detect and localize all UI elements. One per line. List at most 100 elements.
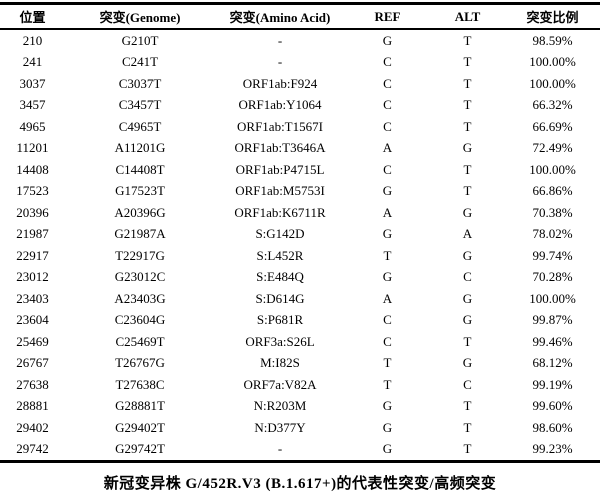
table-cell: T (463, 183, 472, 199)
table-cell: 70.38% (532, 204, 573, 220)
table-cell: 11201 (16, 140, 49, 156)
table-cell: 70.28% (532, 269, 573, 285)
table-cell: G (382, 226, 393, 242)
table-cell: C (383, 54, 392, 70)
table-cell: S:G142D (255, 226, 305, 242)
table-cell: 99.23% (532, 441, 573, 457)
header-mutation-genome: 突变(Genome) (65, 3, 215, 30)
table-cell: T (463, 161, 472, 177)
table-cell: 29742 (16, 441, 49, 457)
table-cell: G (462, 140, 473, 156)
table-cell: 98.59% (532, 32, 573, 48)
table-cell: G (462, 290, 473, 306)
table-cell: ORF7a:V82A (243, 376, 317, 392)
table-cell: 21987 (16, 226, 49, 242)
table-cell: ORF1ab:T1567I (237, 118, 323, 134)
table-cell: 17523 (16, 183, 49, 199)
table-cell: ORF1ab:P4715L (235, 161, 325, 177)
table-row: 26767 T26767G M:I82S T G 68.12% (0, 353, 600, 375)
table-cell: T (383, 247, 392, 263)
table-cell: T (463, 54, 472, 70)
table-cell: T26767G (115, 355, 165, 371)
table-row: 21987 G21987A S:G142D G A 78.02% (0, 224, 600, 246)
table-cell: 27638 (16, 376, 49, 392)
table-cell: G (462, 355, 473, 371)
table-cell: G (382, 441, 393, 457)
table-cell: T22917G (115, 247, 165, 263)
table-cell: ORF3a:S26L (245, 333, 315, 349)
table-cell: 99.46% (532, 333, 573, 349)
table-cell: S:E484Q (256, 269, 304, 285)
table-cell: C4965T (118, 118, 162, 134)
table-cell: 3037 (19, 75, 46, 91)
table-cell: 20396 (16, 204, 49, 220)
table-cell: G29402T (115, 419, 165, 435)
table-cell: 25469 (16, 333, 49, 349)
table-cell: A (382, 290, 393, 306)
table-cell: C241T (121, 54, 159, 70)
table-row: 23604 C23604G S:P681R C G 99.87% (0, 310, 600, 332)
table-cell: T (463, 398, 472, 414)
table-cell: 100.00% (529, 290, 576, 306)
table-cell: G (382, 183, 393, 199)
table-body: 210 G210T - G T 98.59% 241 C241T - C T 100.00% 3037 C… (0, 29, 600, 462)
table-cell: - (277, 441, 283, 457)
table-cell: 99.74% (532, 247, 573, 263)
table-cell: C (383, 118, 392, 134)
table-row: 17523 G17523T ORF1ab:M5753I G T 66.86% (0, 181, 600, 203)
table-cell: T (463, 333, 472, 349)
table-cell: A20396G (114, 204, 166, 220)
table-cell: C23604G (114, 312, 166, 328)
table-cell: 26767 (16, 355, 49, 371)
table-row: 4965 C4965T ORF1ab:T1567I C T 66.69% (0, 116, 600, 138)
table-cell: C (463, 269, 472, 285)
table-cell: 78.02% (532, 226, 573, 242)
table-row: 241 C241T - C T 100.00% (0, 52, 600, 74)
table-cell: N:D377Y (254, 419, 306, 435)
table-cell: G (462, 312, 473, 328)
table-cell: S:D614G (255, 290, 305, 306)
table-cell: 241 (22, 54, 43, 70)
header-position: 位置 (0, 3, 65, 30)
table-cell: G (382, 32, 393, 48)
table-cell: G17523T (115, 183, 165, 199)
table-row: 11201 A11201G ORF1ab:T3646A A G 72.49% (0, 138, 600, 160)
table-cell: 100.00% (529, 161, 576, 177)
table-cell: T (463, 75, 472, 91)
table-cell: 66.32% (532, 97, 573, 113)
table-cell: 14408 (16, 161, 49, 177)
table-row: 29402 G29402T N:D377Y G T 98.60% (0, 417, 600, 439)
header-mutation-ratio: 突变比例 (505, 3, 600, 30)
table-row: 23012 G23012C S:E484Q G C 70.28% (0, 267, 600, 289)
table-cell: C (383, 161, 392, 177)
table-cell: G (382, 398, 393, 414)
table-row: 25469 C25469T ORF3a:S26L C T 99.46% (0, 331, 600, 353)
table-cell: 100.00% (529, 54, 576, 70)
table-cell: 28881 (16, 398, 49, 414)
table-cell: - (277, 32, 283, 48)
table-cell: T (383, 376, 392, 392)
table-cell: C25469T (115, 333, 165, 349)
table-cell: G28881T (115, 398, 165, 414)
table-row: 22917 T22917G S:L452R T G 99.74% (0, 245, 600, 267)
table-cell: T (463, 419, 472, 435)
table-cell: T (463, 118, 472, 134)
table-cell: G21987A (114, 226, 166, 242)
table-cell: 100.00% (529, 75, 576, 91)
table-cell: C3457T (118, 97, 162, 113)
header-row: 位置 突变(Genome) 突变(Amino Acid) REF ALT 突变比… (0, 3, 600, 30)
table-cell: 66.86% (532, 183, 573, 199)
table-cell: ORF1ab:M5753I (235, 183, 325, 199)
table-cell: G29742T (115, 441, 165, 457)
table-cell: T27638C (115, 376, 165, 392)
table-cell: T (463, 32, 472, 48)
header-mutation-amino-acid: 突变(Amino Acid) (215, 3, 345, 30)
table-cell: ORF1ab:F924 (242, 75, 318, 91)
table-cell: 72.49% (532, 140, 573, 156)
table-row: 27638 T27638C ORF7a:V82A T C 99.19% (0, 374, 600, 396)
table-row: 3457 C3457T ORF1ab:Y1064 C T 66.32% (0, 95, 600, 117)
table-header: 位置 突变(Genome) 突变(Amino Acid) REF ALT 突变比… (0, 3, 600, 30)
table-cell: A23403G (114, 290, 166, 306)
header-alt: ALT (430, 3, 505, 30)
table-cell: G (462, 204, 473, 220)
